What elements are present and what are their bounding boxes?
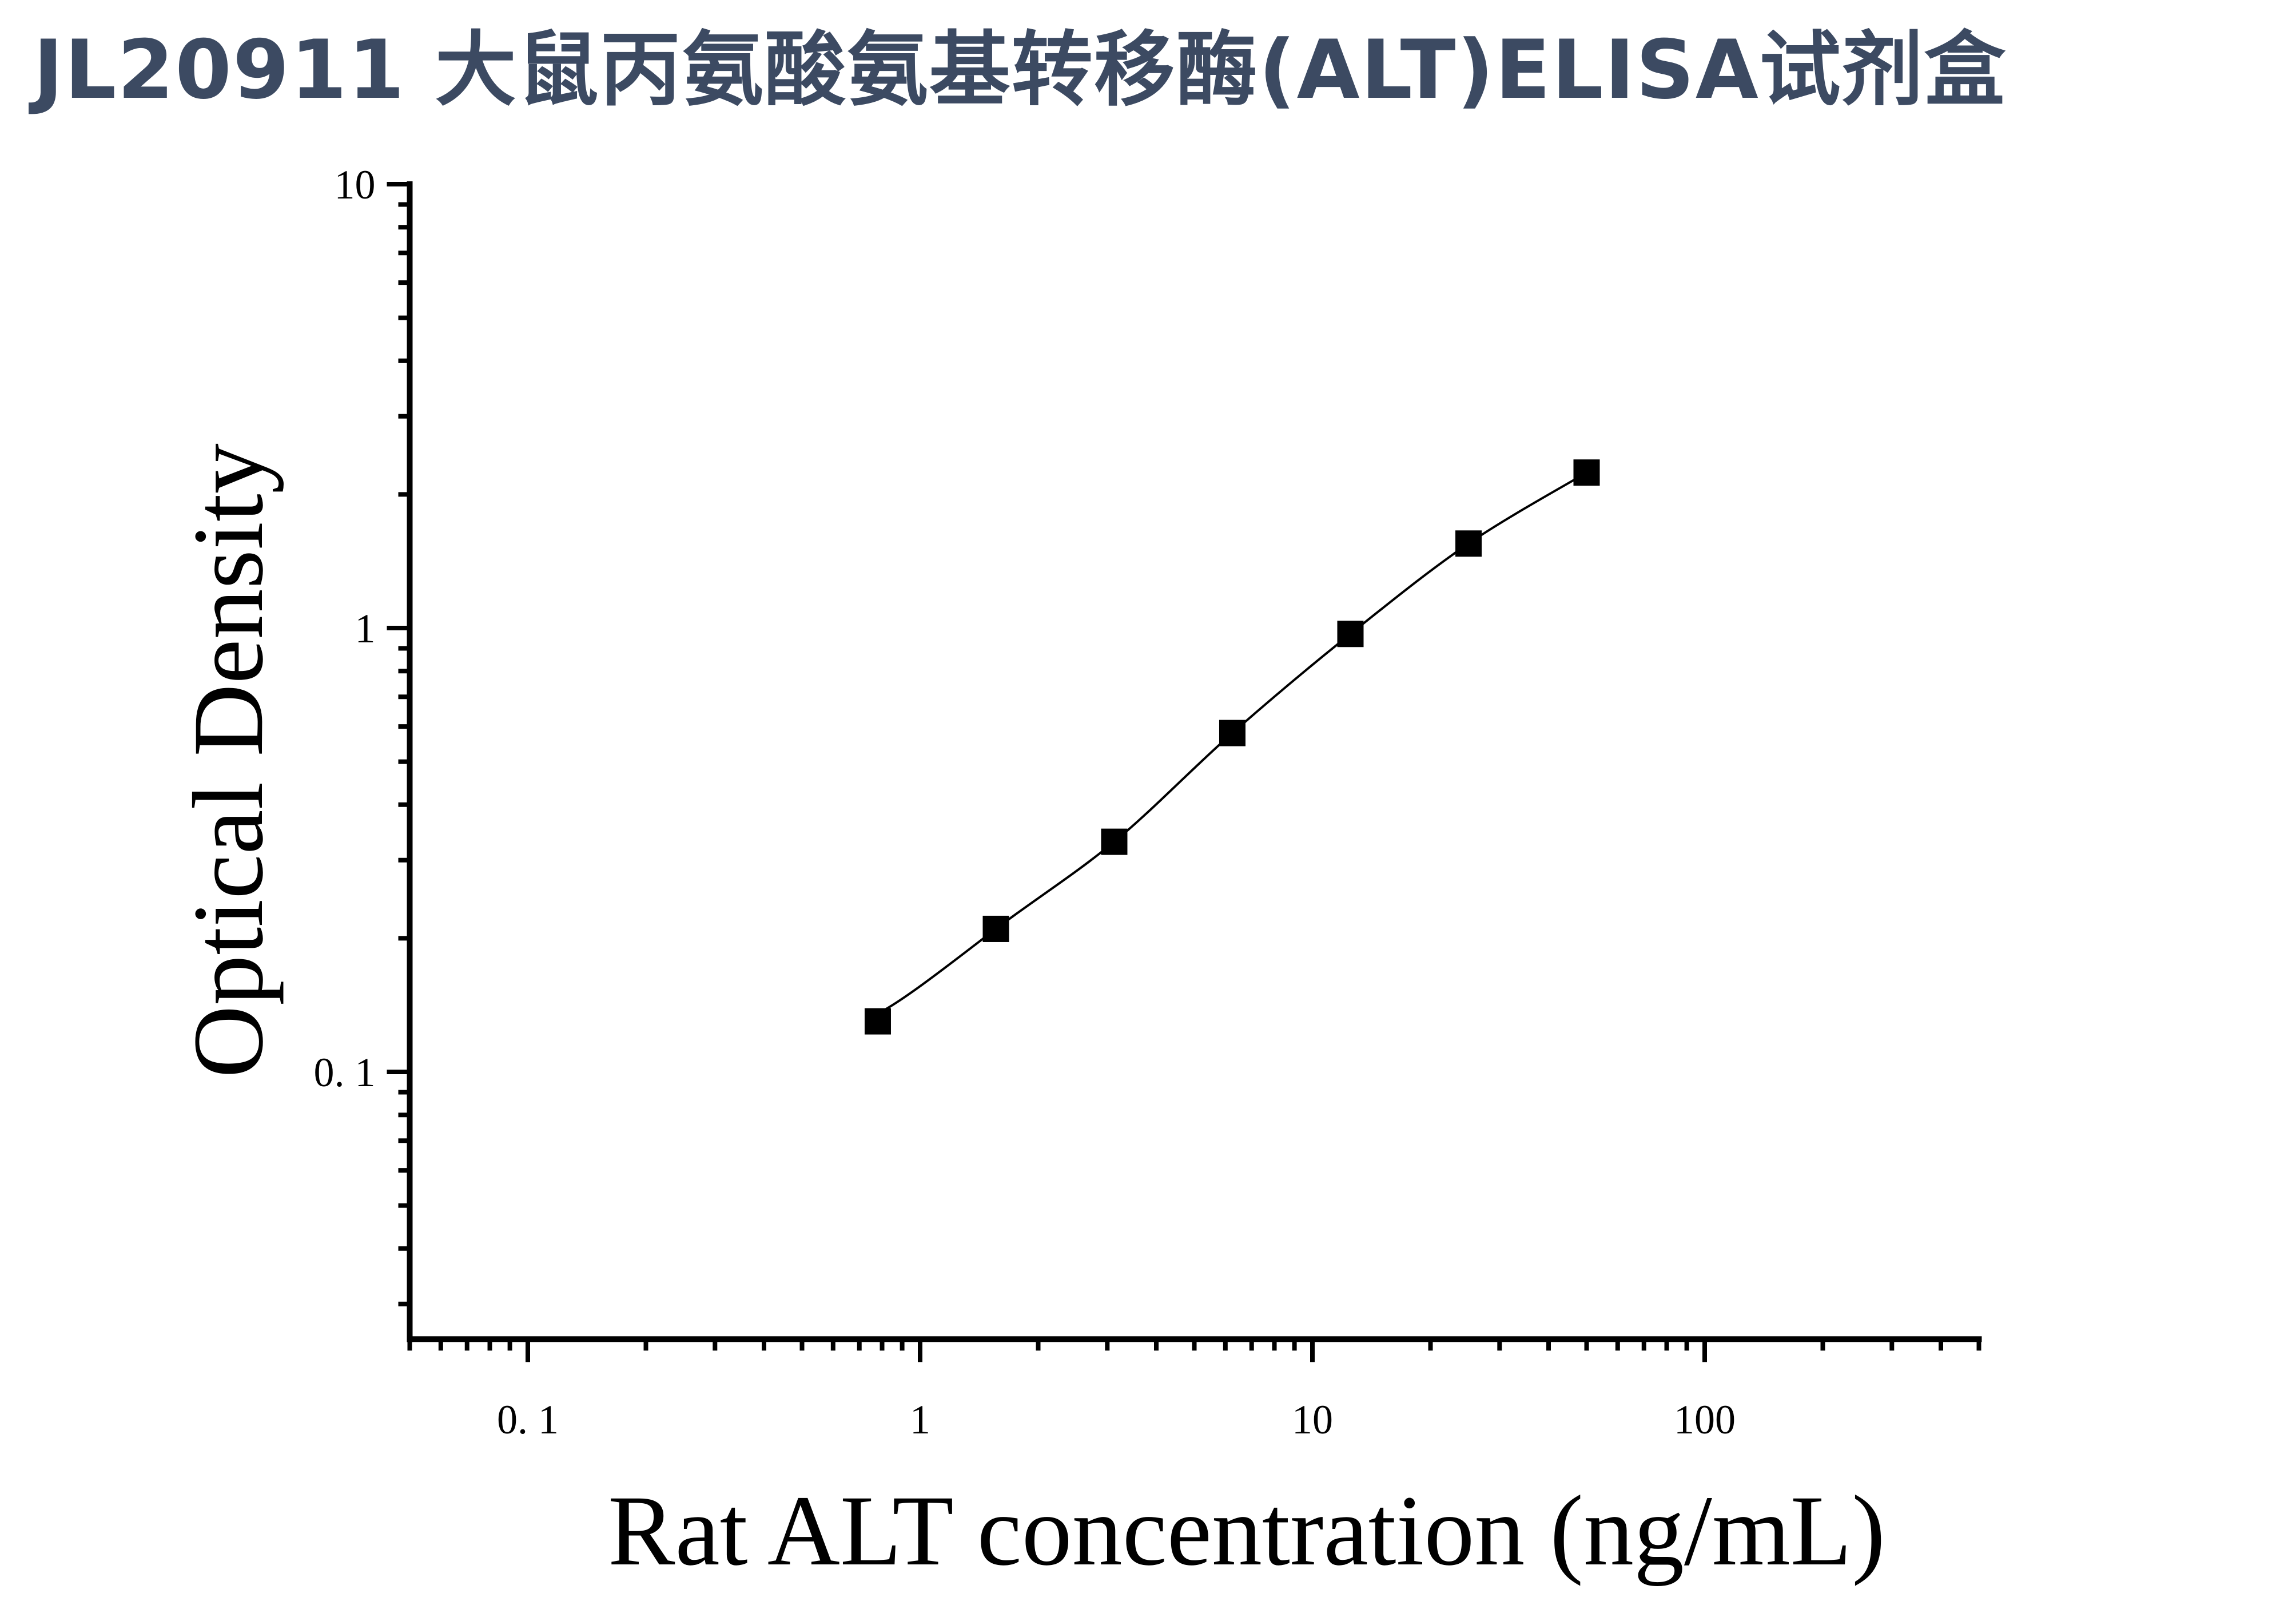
data-point-square (1101, 828, 1128, 855)
y-tick-label: 0. 1 (313, 1050, 375, 1095)
data-point-square (864, 1008, 891, 1035)
data-point-square (1455, 530, 1482, 557)
data-point-square (1337, 621, 1364, 647)
data-point-square (1219, 720, 1246, 746)
x-tick-label: 100 (1674, 1397, 1736, 1443)
tick-labels: 0. 1 1 10 0. 1 1 10 100 (313, 162, 1736, 1443)
y-tick-label: 10 (334, 162, 375, 208)
y-axis-title: Optical Density (173, 443, 284, 1078)
data-point-square (982, 915, 1009, 942)
x-tick-label: 0. 1 (497, 1397, 559, 1443)
x-tick-label: 1 (910, 1397, 930, 1443)
x-axis-title: Rat ALT concentration (ng/mL) (608, 1475, 1885, 1587)
page-title: JL20911 大鼠丙氨酸氨基转移酶(ALT)ELISA试剂盒 (33, 23, 2007, 117)
data-point-square (1573, 459, 1600, 486)
data-markers (864, 459, 1600, 1035)
y-tick-label: 1 (355, 606, 375, 651)
axes (387, 181, 1982, 1362)
x-tick-label: 10 (1292, 1397, 1333, 1443)
